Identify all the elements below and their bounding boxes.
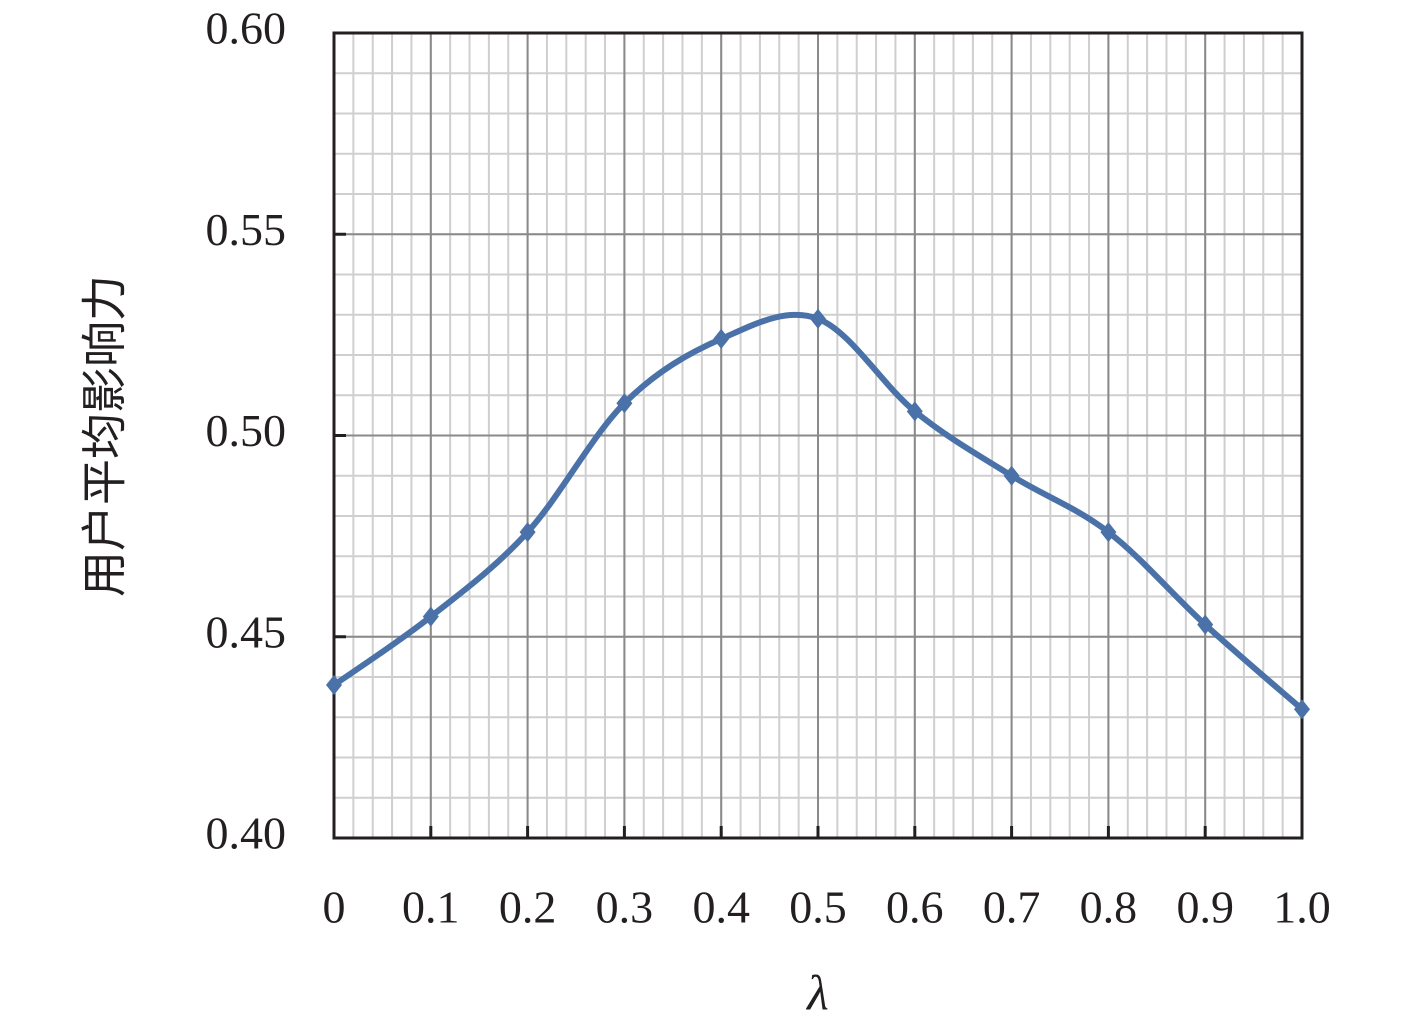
marker: [616, 393, 633, 414]
marker: [1294, 699, 1310, 720]
plot-frame: [332, 31, 1304, 840]
x-tick-label: 1.0: [1273, 882, 1331, 933]
marker: [1197, 614, 1214, 635]
marker: [326, 675, 342, 696]
x-tick-label: 0.4: [692, 882, 750, 933]
x-tick-label: 0.2: [499, 882, 557, 933]
x-axis-label: λ: [805, 964, 829, 1020]
x-tick-label: 0.3: [596, 882, 654, 933]
marker: [519, 522, 536, 543]
marker: [810, 308, 826, 329]
y-tick-label: 0.50: [206, 405, 287, 456]
x-tick-label: 0.8: [1080, 882, 1138, 933]
y-tick-label: 0.55: [206, 204, 287, 255]
marker: [422, 606, 439, 627]
marker: [713, 328, 730, 349]
y-tick-label: 0.60: [206, 3, 287, 54]
x-tick-label: 0.1: [402, 882, 460, 933]
x-tick-label: 0.9: [1176, 882, 1234, 933]
x-tick-label: 0.7: [983, 882, 1041, 933]
y-tick-label: 0.45: [206, 606, 287, 657]
y-axis-label: 用户平均影响力: [78, 275, 132, 597]
marker: [1003, 465, 1020, 486]
marker: [1100, 522, 1117, 543]
y-tick-label: 0.40: [206, 808, 287, 859]
x-tick-label: 0: [323, 882, 346, 933]
x-tick-label: 0.5: [789, 882, 847, 933]
x-tick-label: 0.6: [886, 882, 944, 933]
marker: [906, 401, 923, 422]
